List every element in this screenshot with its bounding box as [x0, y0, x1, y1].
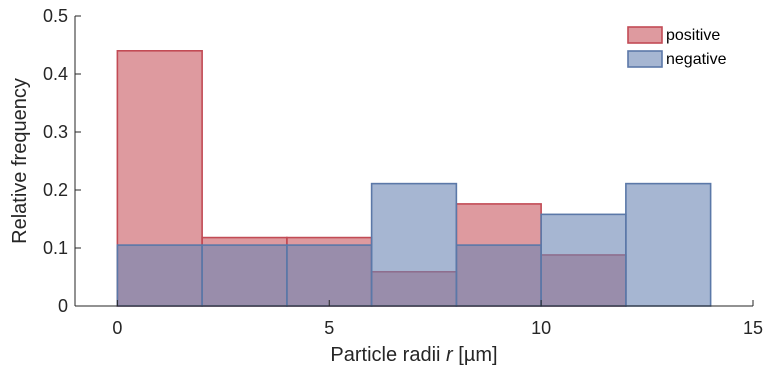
legend-swatch-positive: [627, 26, 663, 44]
axes-layer: [74, 16, 753, 307]
bar-negative-0: [116, 244, 203, 307]
legend-swatch-negative: [627, 50, 663, 68]
x-axis-label: Particle radii r [µm]: [330, 344, 497, 366]
legend-label-negative: negative: [666, 51, 727, 68]
x-tick-label: 10: [531, 318, 551, 338]
x-tick-label: 15: [743, 318, 763, 338]
bar-negative-6: [625, 182, 712, 307]
bar-negative-1: [201, 244, 288, 307]
bar-negative-4: [455, 244, 542, 307]
bar-negative-5: [540, 213, 627, 307]
y-tick-label: 0.5: [43, 6, 68, 26]
y-tick-label: 0.4: [43, 64, 68, 84]
y-tick-label: 0.1: [43, 238, 68, 258]
bar-negative-2: [286, 244, 373, 307]
x-ticks: 0 5 10 15: [112, 300, 763, 338]
y-tick-label: 0.2: [43, 180, 68, 200]
y-tick-label: 0: [58, 296, 68, 316]
y-tick-label: 0.3: [43, 122, 68, 142]
y-ticks: 0 0.1 0.2 0.3 0.4 0.5: [43, 6, 81, 316]
x-tick-label: 5: [324, 318, 334, 338]
x-tick-label: 0: [112, 318, 122, 338]
bars-layer: [116, 49, 712, 307]
y-axis-label: Relative frequency: [9, 78, 31, 244]
bar-negative-3: [370, 182, 458, 307]
legend-label-positive: positive: [666, 27, 720, 44]
legend: positive negative: [627, 26, 727, 68]
